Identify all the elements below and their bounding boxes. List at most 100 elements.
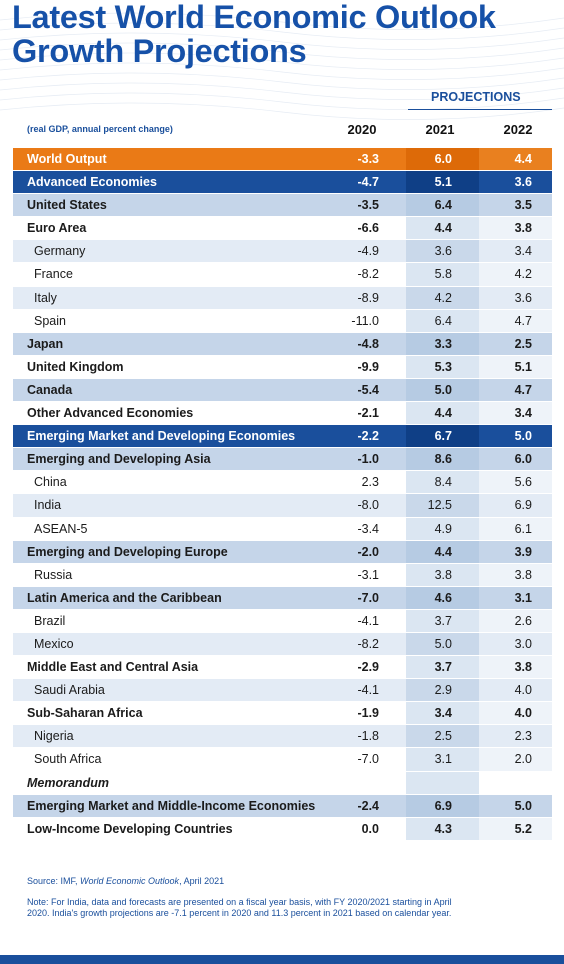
value-2021: 5.1 (406, 171, 479, 194)
value-2020: -4.7 (357, 175, 379, 190)
table-row: Emerging Market and Developing Economies… (13, 425, 552, 449)
year-header-2021: 2021 (425, 122, 455, 137)
row-label: United States (27, 198, 107, 213)
value-2022: 3.8 (479, 217, 552, 240)
row-label: Emerging Market and Developing Economies (27, 429, 296, 444)
value-2020: -3.4 (357, 521, 379, 536)
value-2022: 5.1 (479, 355, 552, 378)
value-2021: 3.7 (406, 609, 479, 632)
table-row: Canada -5.4 5.0 4.7 (13, 378, 552, 403)
value-2020: -7.0 (357, 590, 379, 605)
value-2020: -4.9 (357, 244, 379, 259)
value-2020: -7.0 (357, 752, 379, 767)
table-row: Brazil -4.1 3.7 2.6 (13, 609, 552, 633)
row-label: France (34, 267, 73, 282)
value-2022: 5.2 (479, 817, 552, 840)
value-2020: -8.9 (357, 290, 379, 305)
row-label: Sub-Saharan Africa (27, 706, 143, 721)
row-label: Germany (34, 244, 86, 259)
value-2021: 4.9 (406, 517, 479, 540)
value-2020: -4.1 (357, 683, 379, 698)
value-2021: 4.4 (406, 402, 479, 425)
row-label: Mexico (34, 636, 74, 651)
value-2020: -1.8 (357, 729, 379, 744)
row-label: Emerging and Developing Asia (27, 452, 211, 467)
value-2022: 5.0 (479, 794, 552, 817)
value-2021: 6.0 (406, 148, 479, 171)
table-row: ASEAN-5 -3.4 4.9 6.1 (13, 517, 552, 541)
value-2021: 8.6 (406, 448, 479, 471)
table-row: World Output -3.3 6.0 4.4 (13, 148, 552, 172)
value-2022: 6.1 (479, 517, 552, 540)
value-2022: 4.0 (479, 702, 552, 725)
row-label: Memorandum (27, 775, 109, 790)
value-2020: -2.2 (357, 429, 379, 444)
value-2022: 3.9 (479, 540, 552, 563)
value-2021: 5.3 (406, 355, 479, 378)
value-2021: 12.5 (406, 494, 479, 517)
value-2022: 2.0 (479, 748, 552, 771)
table-row: Russia -3.1 3.8 3.8 (13, 563, 552, 587)
value-2022: 4.2 (479, 263, 552, 286)
table-row: Euro Area -6.6 4.4 3.8 (13, 217, 552, 241)
value-2020: -5.4 (357, 382, 379, 397)
table-row: Japan -4.8 3.3 2.5 (13, 332, 552, 356)
row-label: Emerging and Developing Europe (27, 544, 228, 559)
value-2022: 3.6 (479, 171, 552, 194)
value-2021: 8.4 (406, 471, 479, 494)
table-row: France -8.2 5.8 4.2 (13, 263, 552, 287)
table-row: Middle East and Central Asia -2.9 3.7 3.8 (13, 656, 552, 680)
table-row: Spain -11.0 6.4 4.7 (13, 309, 552, 333)
value-2022: 2.5 (479, 332, 552, 355)
value-2022: 3.5 (479, 194, 552, 217)
value-2021 (406, 771, 479, 794)
value-2022: 3.8 (479, 656, 552, 679)
row-label: Advanced Economies (27, 175, 157, 190)
value-2021: 6.9 (406, 794, 479, 817)
value-2020: 2.3 (361, 475, 379, 490)
table-row: United States -3.5 6.4 3.5 (13, 194, 552, 218)
table-subheader: (real GDP, annual percent change) (27, 124, 173, 134)
value-2021: 4.6 (406, 586, 479, 609)
row-label: Spain (34, 313, 66, 328)
year-header-2020: 2020 (347, 122, 377, 137)
table-row: Memorandum (13, 771, 552, 795)
value-2022: 3.8 (479, 563, 552, 586)
value-2022: 3.4 (479, 240, 552, 263)
value-2020: -9.9 (357, 359, 379, 374)
value-2022: 4.0 (479, 679, 552, 702)
row-label: Low-Income Developing Countries (27, 821, 233, 836)
year-header-2022: 2022 (503, 122, 533, 137)
value-2020: -1.9 (357, 706, 379, 721)
value-2022: 2.3 (479, 725, 552, 748)
value-2022: 5.6 (479, 471, 552, 494)
table-row: United Kingdom -9.9 5.3 5.1 (13, 355, 552, 379)
row-label: China (34, 475, 67, 490)
value-2021: 4.2 (406, 286, 479, 309)
table-row: South Africa -7.0 3.1 2.0 (13, 748, 552, 772)
table-row: Mexico -8.2 5.0 3.0 (13, 632, 552, 657)
value-2022: 3.6 (479, 286, 552, 309)
table-row: Sub-Saharan Africa -1.9 3.4 4.0 (13, 702, 552, 726)
row-label: Canada (27, 382, 73, 397)
value-2020 (311, 772, 379, 794)
table-row: Saudi Arabia -4.1 2.9 4.0 (13, 679, 552, 703)
bottom-bar (0, 955, 564, 964)
value-2021: 2.5 (406, 725, 479, 748)
row-label: Emerging Market and Middle-Income Econom… (27, 798, 316, 813)
value-2020: -8.2 (357, 636, 379, 651)
source-suffix: , April 2021 (179, 876, 225, 886)
title-line-2: Growth Projections (12, 33, 307, 69)
row-label: Other Advanced Economies (27, 406, 194, 421)
value-2022: 4.7 (479, 378, 552, 402)
value-2020: -2.0 (357, 544, 379, 559)
row-label: ASEAN-5 (34, 521, 88, 536)
row-label: India (34, 498, 62, 513)
value-2020: -3.5 (357, 198, 379, 213)
page-title: Latest World Economic Outlook Growth Pro… (12, 0, 496, 68)
value-2020: 0.0 (361, 821, 379, 836)
row-label: Japan (27, 336, 64, 351)
value-2020: -2.4 (357, 798, 379, 813)
value-2020: -8.2 (357, 267, 379, 282)
value-2022: 6.9 (479, 494, 552, 517)
